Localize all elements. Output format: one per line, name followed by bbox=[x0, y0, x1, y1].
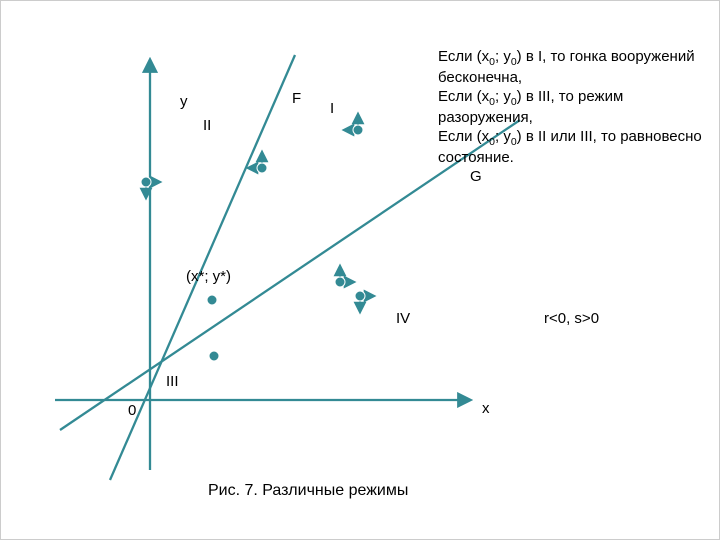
line-g-label: G bbox=[470, 168, 482, 185]
region-iv-label: IV bbox=[396, 310, 410, 327]
desc-4: разоружения, bbox=[438, 109, 702, 128]
line-f-label: F bbox=[292, 90, 301, 107]
description-text: Если (x0; y0) в I, то гонка вооружений б… bbox=[438, 48, 702, 168]
region-iii-label: III bbox=[166, 373, 179, 390]
region-ii-label: II bbox=[203, 117, 211, 134]
desc-1a: Если (x bbox=[438, 48, 489, 65]
desc-5c: ) в II или III, то равновесно bbox=[517, 128, 702, 145]
y-axis-label: y bbox=[180, 93, 188, 110]
desc-1b: ; y bbox=[495, 48, 511, 65]
desc-2: бесконечна, bbox=[438, 69, 702, 88]
intersection-label: (x*; y*) bbox=[186, 268, 231, 285]
desc-6: состояние. bbox=[438, 149, 702, 168]
x-axis-label: x bbox=[482, 400, 490, 417]
desc-3a: Если (x bbox=[438, 88, 489, 105]
desc-5a: Если (x bbox=[438, 128, 489, 145]
desc-1c: ) в I, то гонка вооружений bbox=[517, 48, 695, 65]
desc-3c: ) в III, то режим bbox=[517, 88, 624, 105]
region-i-label: I bbox=[330, 100, 334, 117]
desc-5b: ; y bbox=[495, 128, 511, 145]
condition-label: r<0, s>0 bbox=[544, 310, 599, 327]
desc-3b: ; y bbox=[495, 88, 511, 105]
origin-label: 0 bbox=[128, 402, 136, 419]
figure-caption: Рис. 7. Различные режимы bbox=[208, 482, 408, 500]
